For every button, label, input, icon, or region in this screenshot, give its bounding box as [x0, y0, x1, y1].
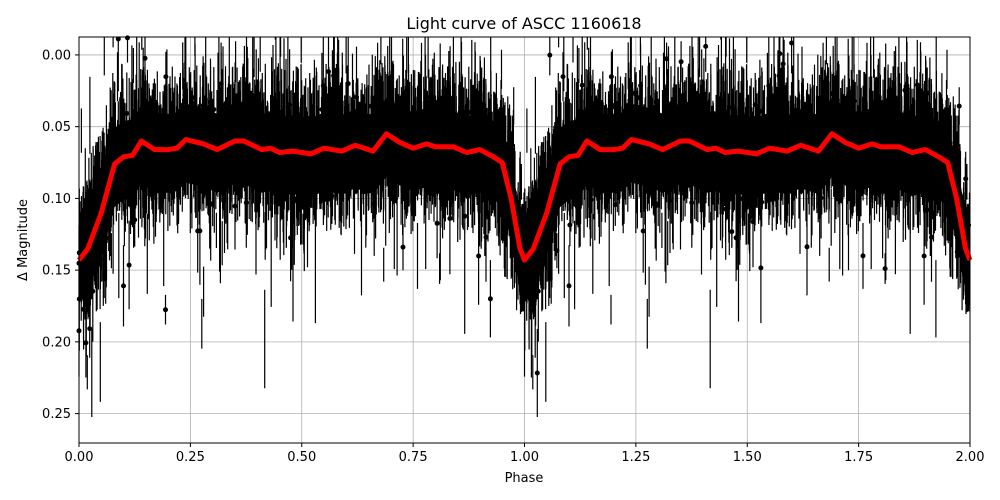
chart-title: Light curve of ASCC 1160618 — [406, 14, 641, 33]
x-axis-ticks: 0.00 0.25 0.50 0.75 1.00 1.25 1.50 1.75 2.00 — [65, 443, 985, 465]
y-tick-label: 0.25 — [42, 407, 71, 422]
x-tick-label: 1.00 — [510, 450, 539, 465]
x-tick-label: 1.75 — [844, 450, 873, 465]
x-tick-label: 0.25 — [176, 450, 205, 465]
y-axis-label: Δ Magnitude — [16, 199, 31, 281]
y-tick-label: 0.20 — [42, 335, 71, 350]
observation-points — [76, 35, 972, 417]
y-tick-label: 0.15 — [42, 264, 71, 279]
x-tick-label: 2.00 — [956, 450, 985, 465]
y-axis-ticks: 0.00 0.05 0.10 0.15 0.20 0.25 — [42, 48, 79, 422]
x-tick-label: 1.50 — [733, 450, 762, 465]
y-tick-label: 0.10 — [42, 192, 71, 207]
y-tick-label: 0.00 — [42, 48, 71, 63]
y-tick-label: 0.05 — [42, 120, 71, 135]
x-axis-label: Phase — [505, 471, 544, 486]
x-tick-label: 0.00 — [65, 450, 94, 465]
x-tick-label: 0.75 — [399, 450, 428, 465]
x-tick-label: 0.50 — [287, 450, 316, 465]
x-tick-label: 1.25 — [621, 450, 650, 465]
model-curve — [77, 131, 973, 263]
